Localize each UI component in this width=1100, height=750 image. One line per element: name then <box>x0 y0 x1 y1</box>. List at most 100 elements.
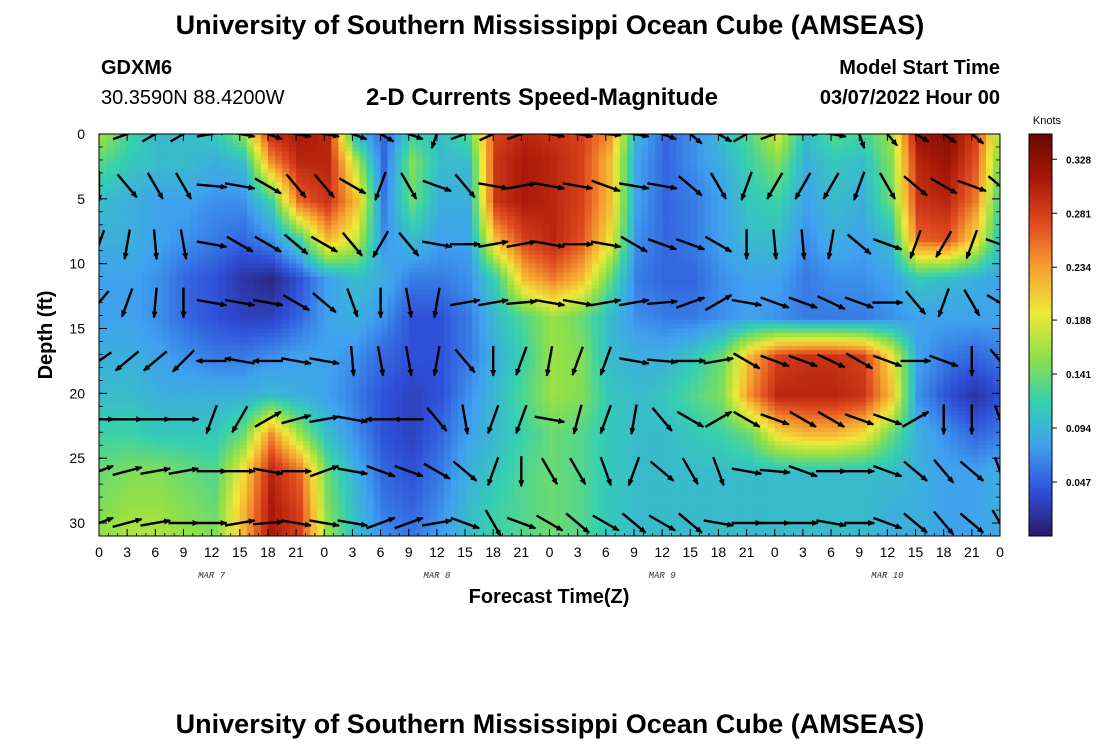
speed-cell <box>324 168 332 174</box>
speed-cell <box>563 233 572 239</box>
speed-cell <box>401 242 410 247</box>
speed-cell <box>408 138 417 144</box>
speed-cell <box>535 134 544 139</box>
speed-cell <box>479 190 487 196</box>
speed-cell <box>964 155 973 161</box>
speed-cell <box>155 293 163 299</box>
speed-cell <box>465 203 473 209</box>
speed-cell <box>239 155 248 161</box>
speed-cell <box>971 138 980 144</box>
speed-cell <box>992 142 1000 148</box>
speed-cell <box>915 293 924 299</box>
speed-cell <box>366 216 375 222</box>
speed-cell <box>915 220 924 226</box>
speed-cell <box>373 268 382 273</box>
speed-cell <box>429 155 438 161</box>
speed-cell <box>669 168 677 174</box>
speed-cell <box>443 164 452 170</box>
speed-cell <box>359 142 368 148</box>
speed-cell <box>507 159 515 165</box>
speed-cell <box>317 259 325 265</box>
speed-cell <box>915 172 924 178</box>
speed-cell <box>106 259 114 265</box>
speed-cell <box>788 168 797 174</box>
speed-cell <box>753 198 762 204</box>
speed-cell <box>408 159 417 165</box>
speed-cell <box>957 237 966 243</box>
speed-cell <box>176 289 185 295</box>
speed-cell <box>887 164 896 170</box>
speed-cell <box>950 159 959 165</box>
speed-cell <box>915 250 924 256</box>
speed-cell <box>345 198 354 204</box>
speed-cell <box>345 229 354 235</box>
speed-cell <box>373 293 382 299</box>
speed-cell <box>542 134 551 139</box>
speed-cell <box>479 198 487 204</box>
speed-cell <box>774 203 783 209</box>
speed-cell <box>605 237 614 243</box>
speed-cell <box>120 216 128 222</box>
speed-cell <box>619 216 628 222</box>
speed-cell <box>598 185 607 191</box>
speed-cell <box>486 181 494 187</box>
speed-cell <box>134 268 142 273</box>
speed-cell <box>591 181 600 187</box>
speed-cell <box>296 237 304 243</box>
speed-cell <box>816 224 825 230</box>
speed-cell <box>176 159 185 165</box>
speed-cell <box>887 298 896 304</box>
speed-cell <box>429 220 438 226</box>
speed-cell <box>345 142 354 148</box>
speed-cell <box>450 168 459 174</box>
speed-cell <box>936 272 945 278</box>
speed-cell <box>591 155 600 161</box>
speed-cell <box>232 233 241 239</box>
speed-cell <box>450 142 459 148</box>
speed-cell <box>148 255 156 260</box>
speed-cell <box>795 146 804 152</box>
speed-cell <box>753 190 762 196</box>
speed-cell <box>352 142 361 148</box>
speed-cell <box>493 220 501 226</box>
speed-cell <box>141 155 149 161</box>
speed-cell <box>760 164 769 170</box>
speed-cell <box>978 134 987 139</box>
speed-cell <box>415 285 424 291</box>
speed-cell <box>267 229 276 235</box>
speed-cell <box>669 138 677 144</box>
speed-cell <box>922 220 931 226</box>
speed-cell <box>408 263 417 269</box>
speed-cell <box>507 233 515 239</box>
speed-cell <box>197 211 206 217</box>
speed-cell <box>113 285 121 291</box>
speed-cell <box>648 134 656 139</box>
speed-cell <box>155 285 163 291</box>
speed-cell <box>697 224 705 230</box>
speed-cell <box>697 172 705 178</box>
speed-cell <box>662 211 670 217</box>
speed-cell <box>465 155 473 161</box>
speed-cell <box>739 289 748 295</box>
speed-cell <box>704 268 712 273</box>
speed-cell <box>253 138 262 144</box>
speed-cell <box>218 211 227 217</box>
speed-cell <box>443 203 452 209</box>
speed-cell <box>781 194 790 200</box>
speed-cell <box>415 159 424 165</box>
speed-cell <box>359 168 368 174</box>
speed-cell <box>113 298 121 304</box>
speed-cell <box>113 203 121 209</box>
speed-cell <box>450 263 459 269</box>
speed-cell <box>141 276 149 282</box>
speed-cell <box>570 198 579 204</box>
speed-cell <box>704 250 712 256</box>
speed-cell <box>162 181 170 187</box>
speed-cell <box>669 142 677 148</box>
speed-cell <box>366 194 375 200</box>
speed-cell <box>338 198 346 204</box>
speed-cell <box>148 159 156 165</box>
speed-cell <box>816 203 825 209</box>
speed-cell <box>218 164 227 170</box>
speed-cell <box>486 194 494 200</box>
